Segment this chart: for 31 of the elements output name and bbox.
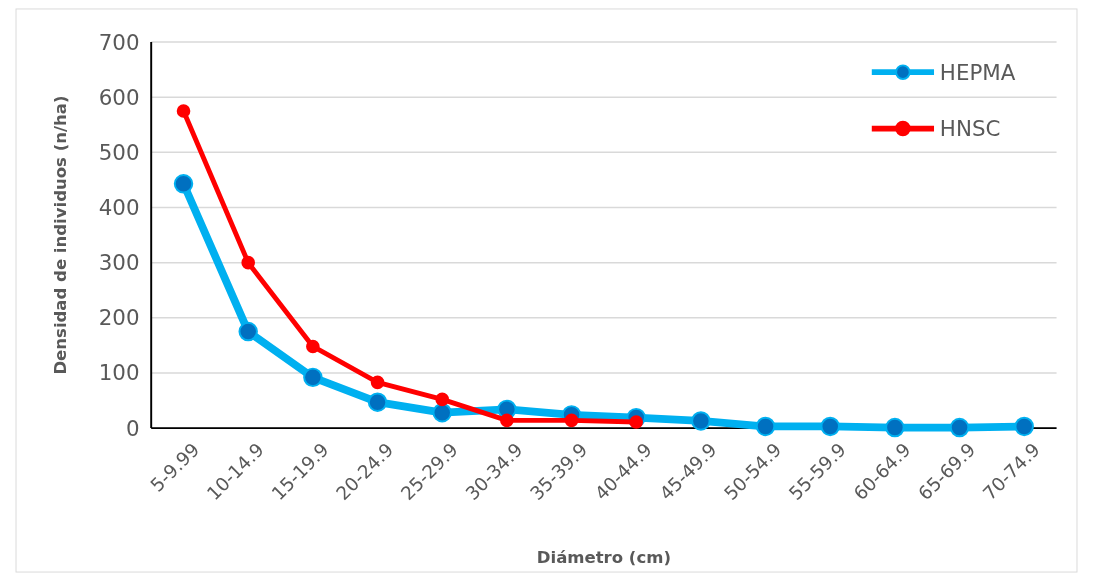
y-tick-label: 100 xyxy=(98,360,140,386)
y-axis-title: Densidad de individuos (n/ha) xyxy=(50,95,70,375)
y-tick-label: 500 xyxy=(98,139,140,165)
point xyxy=(173,174,194,194)
y-tick-label: 0 xyxy=(125,415,140,441)
point xyxy=(1014,416,1034,437)
legend-label: HNSC xyxy=(939,116,1001,142)
point xyxy=(367,392,388,412)
point xyxy=(241,255,255,270)
y-tick-label: 300 xyxy=(98,250,140,276)
point xyxy=(755,416,776,437)
point xyxy=(500,413,514,428)
y-tick-label: 700 xyxy=(98,29,140,55)
legend-label: HEPMA xyxy=(939,59,1016,85)
point xyxy=(820,416,840,437)
point xyxy=(432,402,452,423)
point xyxy=(306,339,320,354)
point xyxy=(370,375,385,390)
x-axis-title: Diámetro (cm) xyxy=(536,548,671,568)
y-tick-label: 400 xyxy=(98,194,140,220)
point xyxy=(176,104,191,118)
point xyxy=(885,417,905,438)
point xyxy=(564,413,579,428)
point xyxy=(629,415,644,429)
y-tick-label: 600 xyxy=(98,84,140,110)
y-tick-label: 200 xyxy=(98,305,140,331)
point xyxy=(691,411,711,431)
point xyxy=(435,392,450,407)
point xyxy=(303,367,323,388)
point xyxy=(949,417,970,438)
point xyxy=(238,321,258,342)
